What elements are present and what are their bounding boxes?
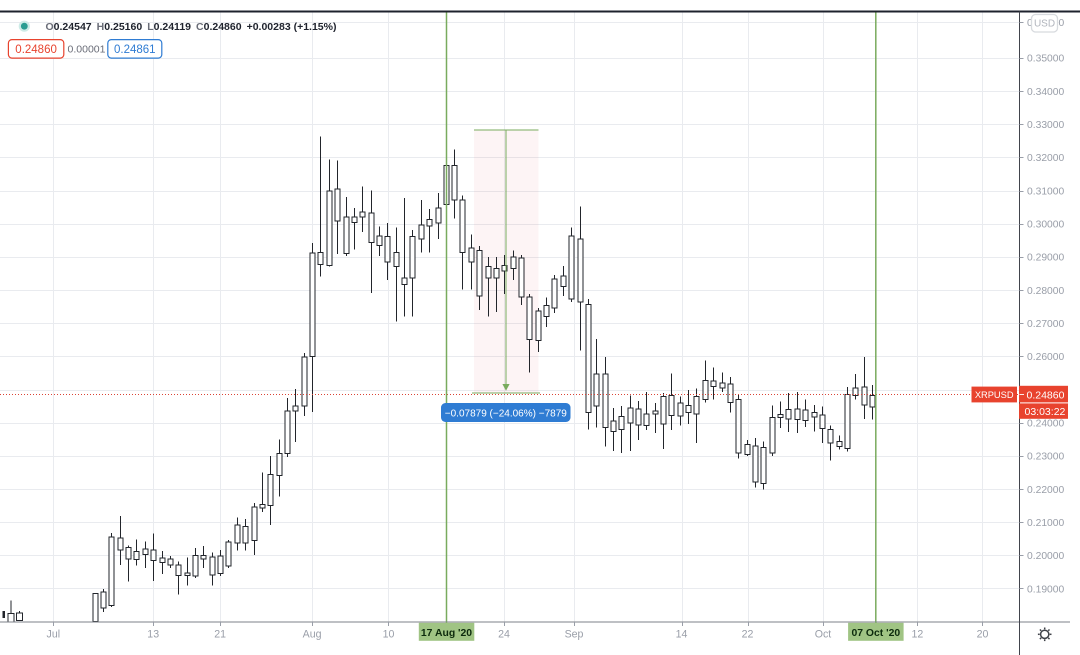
svg-text:20: 20 [977, 629, 989, 641]
svg-text:12: 12 [912, 629, 924, 641]
svg-text:0.23000: 0.23000 [1027, 452, 1064, 463]
svg-text:0.22000: 0.22000 [1027, 485, 1064, 496]
svg-text:Aug: Aug [303, 629, 322, 641]
svg-text:10: 10 [383, 629, 395, 641]
svg-text:Oct: Oct [815, 629, 832, 641]
svg-text:0.31000: 0.31000 [1027, 186, 1064, 197]
svg-text:24: 24 [498, 629, 510, 641]
svg-text:0.35000: 0.35000 [1027, 54, 1064, 65]
svg-text:07 Oct '20: 07 Oct '20 [851, 628, 900, 639]
svg-text:0.29000: 0.29000 [1027, 253, 1064, 264]
svg-text:0.24000: 0.24000 [1027, 419, 1064, 430]
svg-text:0.00001: 0.00001 [68, 44, 106, 56]
svg-text:0.34000: 0.34000 [1027, 87, 1064, 98]
svg-text:0.28000: 0.28000 [1027, 286, 1064, 297]
svg-text:0.32000: 0.32000 [1027, 153, 1064, 164]
svg-text:0.26000: 0.26000 [1027, 352, 1064, 363]
svg-text:Sep: Sep [565, 629, 584, 641]
svg-text:0.21000: 0.21000 [1027, 518, 1064, 529]
svg-text:0.24861: 0.24861 [114, 44, 156, 56]
svg-text:17 Aug '20: 17 Aug '20 [421, 628, 472, 639]
svg-text:0.24860: 0.24860 [1027, 389, 1065, 401]
svg-text:13: 13 [147, 629, 159, 641]
svg-text:21: 21 [214, 629, 226, 641]
svg-text:0.33000: 0.33000 [1027, 120, 1064, 131]
svg-text:0.20000: 0.20000 [1027, 551, 1064, 562]
svg-text:XRPUSD: XRPUSD [975, 390, 1014, 400]
svg-text:Jul: Jul [47, 629, 61, 641]
svg-text:22: 22 [742, 629, 754, 641]
svg-text:USD: USD [1034, 19, 1055, 30]
svg-text:−0.07879 (−24.06%) −7879: −0.07879 (−24.06%) −7879 [445, 409, 567, 420]
svg-text:14: 14 [676, 629, 688, 641]
svg-text:0.27000: 0.27000 [1027, 319, 1064, 330]
svg-text:0.30000: 0.30000 [1027, 220, 1064, 231]
svg-text:0.24860: 0.24860 [15, 44, 57, 56]
svg-text:0.19000: 0.19000 [1027, 584, 1064, 595]
svg-text:03:03:22: 03:03:22 [1025, 406, 1066, 418]
